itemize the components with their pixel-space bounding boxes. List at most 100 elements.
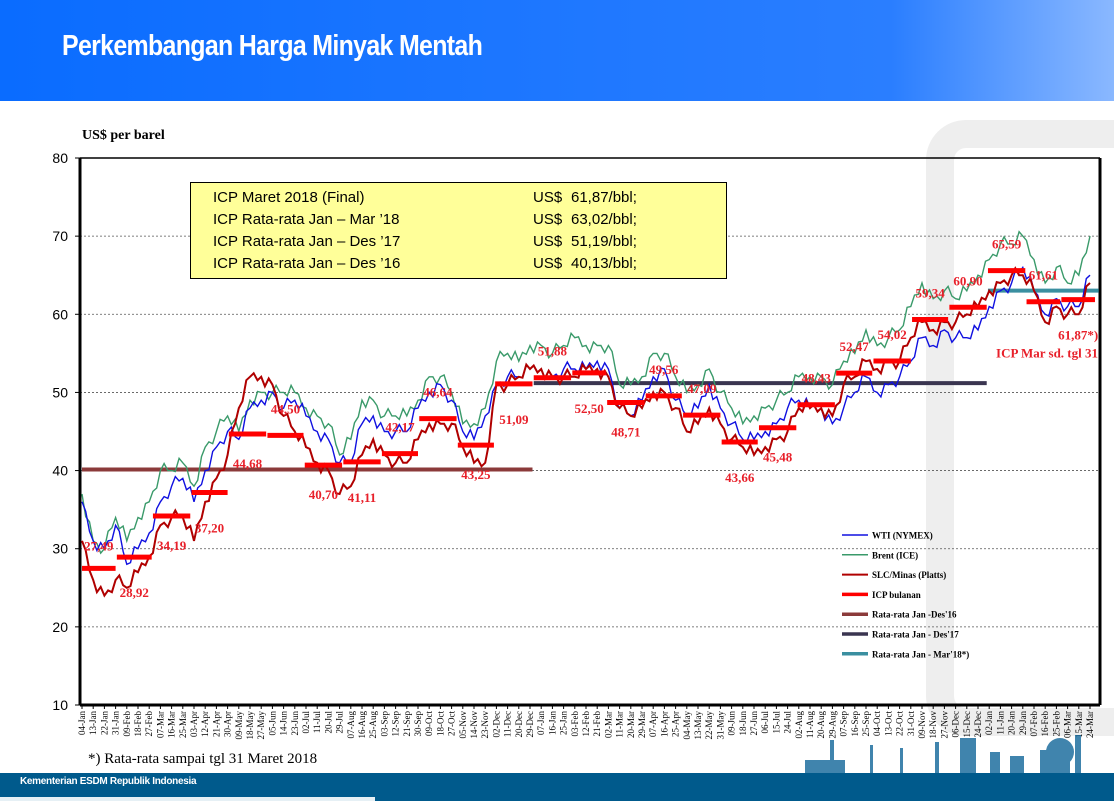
y-tick-label: 70 [52,228,68,244]
x-tick-label: 14-Nov [469,711,479,739]
series-line-brent [81,230,1091,555]
legend-label: Rata-rata Jan - Mar'18*) [872,649,969,659]
x-tick-label: 15-Mar [1074,711,1084,738]
x-tick-label: 09-Jun [727,711,737,736]
legend-label: Rata-rata Jan -Des'16 [872,610,957,620]
x-tick-label: 02-Dec [491,711,501,738]
x-tick-label: 06-Jul [760,711,770,734]
legend-label: WTI (NYMEX) [872,531,933,541]
icp-value-label: 48,71 [611,425,640,440]
x-tick-label: 02-Mar [603,711,613,738]
info-label: ICP Rata-rata Jan – Des ’16 [213,255,401,272]
footnote: *) Rata-rata sampai tgl 31 Maret 2018 [88,751,318,767]
x-tick-label: 13-May [693,711,703,740]
energy-skyline-illustration [805,735,1081,775]
info-value: 40,13/bbl; [571,255,637,272]
series-line-slc [81,266,1091,598]
x-tick-label: 03-Sep [379,711,389,737]
x-tick-label: 29-Jan [1018,711,1028,735]
footer-strip [0,797,375,801]
x-tick-label: 29-Aug [827,711,837,739]
icp-value-label: 43,66 [725,470,755,485]
x-tick-label: 24-Jul [783,711,793,734]
x-tick-label: 16-Apr [659,711,669,737]
x-tick-label: 15-Dec [962,711,972,738]
icp-value-label: 37,20 [195,520,224,535]
icp-value-label: 28,92 [120,585,149,600]
info-value: 61,87/bbl; [571,189,637,206]
skyline-shape [960,738,976,774]
x-tick-label: 18-Jun [738,711,748,736]
x-tick-label: 30-Apr [223,711,233,737]
icp-value-label: 54,02 [878,327,907,342]
x-tick-label: 20-Aug [816,711,826,739]
icp-value-label: 45,48 [763,450,793,465]
x-tick-label: 11-Aug [805,711,815,739]
icp-value-label: 59,34 [915,285,945,300]
x-tick-label: 16-Feb [1040,711,1050,737]
y-tick-label: 10 [52,697,68,713]
x-tick-label: 14-Jun [279,711,289,736]
x-tick-label: 16-Sep [850,711,860,737]
x-tick-label: 06-Dec [951,711,961,738]
icp-value-label: 27,49 [84,538,114,553]
x-tick-label: 30-Sep [413,711,423,737]
footer-org: Kementerian ESDM Republik Indonesia [20,776,197,787]
x-tick-label: 09-Nov [917,711,927,739]
x-tick-label: 20-Jul [323,711,333,734]
icp-value-label: 52,47 [840,339,870,354]
icp-value-label: 51,88 [538,344,568,359]
x-tick-label: 25-Jan [559,711,569,735]
y-tick-label: 20 [52,619,68,635]
icp-value-label: 49,56 [649,362,679,377]
icp-value-label: 52,50 [574,401,603,416]
tree-icon [1046,738,1074,766]
x-tick-label: 12-Sep [391,711,401,737]
info-currency: US$ [533,255,563,272]
x-tick-label: 16-Mar [167,711,177,738]
info-currency: US$ [533,189,563,206]
x-tick-label: 21-Apr [211,711,221,737]
x-tick-label: 11-Mar [615,711,625,738]
icp-value-label: 47,09 [687,381,717,396]
x-tick-label: 25-Apr [671,711,681,737]
x-tick-label: 18-Oct [435,711,445,736]
icp-value-label: 48,43 [802,371,832,386]
x-tick-label: 29-Jul [335,711,345,734]
icp-value-label: 46,64 [423,385,453,400]
x-tick-label: 18-Nov [928,711,938,739]
info-value: 63,02/bbl; [571,211,637,228]
x-tick-label: 12-Feb [581,711,591,737]
icp-value-label: 61,61 [1029,268,1058,283]
x-tick-label: 18-May [245,711,255,740]
skyline-shape [935,742,939,774]
x-tick-label: 07-Apr [648,711,658,737]
skyline-shape [830,740,834,774]
x-tick-label: 27-Feb [144,711,154,737]
x-tick-label: 25-Sep [861,711,871,737]
icp-march-note: ICP Mar sd. tgl 31 [996,346,1098,361]
x-tick-label: 02-Jul [301,711,311,734]
skyline-shape [1075,735,1081,775]
x-tick-label: 11-Jul [312,711,322,734]
x-tick-label: 31-Oct [906,711,916,736]
x-tick-label: 23-Nov [480,711,490,739]
info-currency: US$ [533,211,563,228]
info-label: ICP Maret 2018 (Final) [213,189,365,206]
legend-label: Rata-rata Jan - Des'17 [872,630,959,640]
icp-value-label: 51,09 [499,412,529,427]
icp-value-label: 44,68 [233,456,263,471]
x-tick-label: 13-Oct [883,711,893,736]
info-currency: US$ [533,233,563,250]
x-tick-label: 22-May [704,711,714,740]
icp-value-label: 61,87*) [1058,328,1098,343]
x-tick-label: 11-Jan [995,711,1005,735]
x-tick-label: 05-Nov [458,711,468,739]
x-tick-label: 07-Jan [536,711,546,735]
y-tick-label: 80 [52,150,68,166]
x-tick-label: 06-Mar [1063,711,1073,738]
x-tick-label: 07-Aug [346,711,356,739]
x-tick-label: 12-Apr [200,711,210,737]
skyline-shape [900,748,903,775]
